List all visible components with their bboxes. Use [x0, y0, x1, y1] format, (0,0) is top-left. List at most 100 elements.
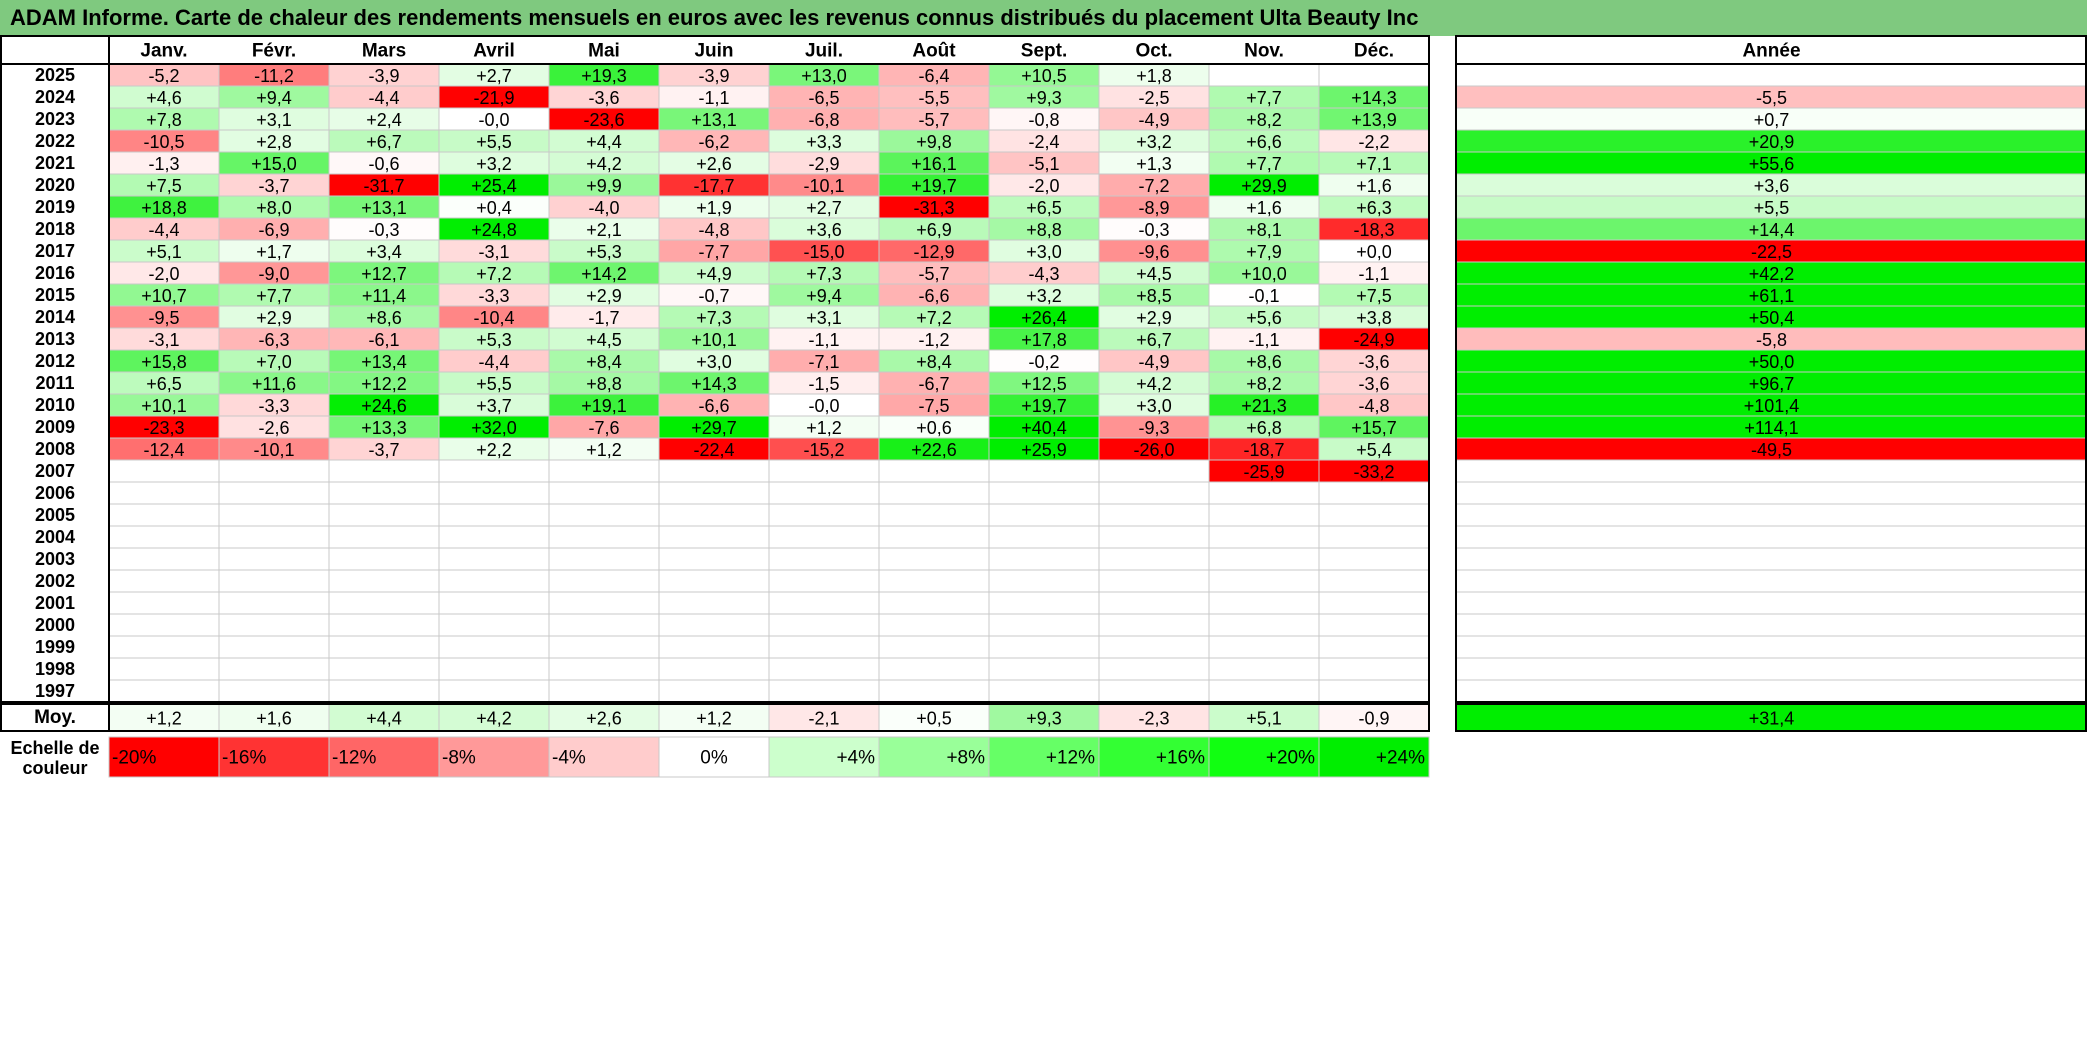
heat-cell-value: -3,3 [258, 396, 289, 416]
heat-cell-value: +6,5 [1026, 198, 1062, 218]
heat-cell-value: +2,4 [366, 110, 402, 130]
heat-cell [1208, 613, 1320, 637]
heat-cell [218, 657, 330, 681]
heat-cell-value: -1,7 [588, 308, 619, 328]
heat-cell [1208, 63, 1320, 87]
heat-cell-value: +24,8 [471, 220, 517, 240]
heat-cell [1318, 63, 1430, 87]
heat-cell-value: +11,6 [252, 374, 296, 394]
heat-cell-value: +14,3 [1351, 88, 1397, 108]
scale-swatch-label: +4% [836, 748, 875, 769]
annual-cell-value: +61,1 [1749, 286, 1795, 306]
heat-cell-value: +4,5 [586, 330, 622, 350]
heat-cell [768, 613, 880, 637]
average-cell [768, 703, 880, 732]
heat-cell-value: +3,2 [1136, 132, 1172, 152]
heat-cell-value: +11,4 [362, 286, 406, 306]
heat-cell [218, 679, 330, 703]
heat-cell-value: -4,4 [478, 352, 509, 372]
heat-cell-value: +16,1 [911, 154, 957, 174]
heat-cell [1098, 657, 1210, 681]
heat-cell-value: +3,4 [366, 242, 402, 262]
average-cell-value: +9,3 [1026, 709, 1062, 729]
heat-cell-value: -3,7 [258, 176, 289, 196]
heat-cell-value: +9,4 [806, 286, 842, 306]
average-cell-value: +1,2 [696, 709, 732, 729]
average-cell-value: +4,2 [476, 709, 512, 729]
heat-cell-value: +1,6 [1246, 198, 1282, 218]
heat-cell [1208, 657, 1320, 681]
row-year-label: 2011 [35, 373, 74, 393]
average-cell-value: -2,3 [1138, 709, 1169, 729]
heat-cell-value: +8,4 [916, 352, 952, 372]
heat-cell-value: +1,2 [586, 440, 622, 460]
heat-cell [768, 547, 880, 571]
average-cell-value: +1,6 [256, 709, 292, 729]
heat-cell-value: -23,6 [583, 110, 624, 130]
heat-cell-value: -12,4 [143, 440, 184, 460]
heat-cell [988, 635, 1100, 659]
heat-cell-value: -4,3 [1028, 264, 1059, 284]
heat-cell-value: -0,0 [478, 110, 509, 130]
heat-cell [1208, 591, 1320, 615]
heat-cell [768, 481, 880, 505]
heat-cell [658, 635, 770, 659]
heat-cell-value: +3,6 [806, 220, 842, 240]
heat-cell-value: +4,4 [586, 132, 622, 152]
annual-cell [1455, 547, 2087, 571]
heat-cell-value: +4,6 [146, 88, 182, 108]
row-year-label: 1997 [35, 681, 75, 701]
heat-cell [328, 635, 440, 659]
heat-cell-value: +6,7 [1136, 330, 1172, 350]
heat-cell-value: -4,9 [1138, 352, 1169, 372]
scale-swatch [1098, 736, 1210, 778]
heat-cell [108, 525, 220, 549]
heat-cell-value: -23,3 [143, 418, 184, 438]
heat-cell-value: +3,1 [256, 110, 292, 130]
heat-cell-value: +2,9 [1136, 308, 1172, 328]
row-year-label: 2017 [35, 241, 75, 261]
row-year-label: 2016 [35, 263, 75, 283]
heat-cell-value: +17,8 [1021, 330, 1067, 350]
heat-cell-value: +5,3 [586, 242, 622, 262]
heat-cell [1098, 679, 1210, 703]
scale-swatch [1318, 736, 1430, 778]
heat-cell-value: -2,0 [1028, 176, 1059, 196]
row-year-label: 2002 [35, 571, 75, 591]
heat-cell-value: +7,5 [1356, 286, 1392, 306]
annual-cell-value: +0,7 [1754, 110, 1790, 130]
heat-cell [548, 547, 660, 571]
heat-cell [878, 679, 990, 703]
annual-cell [1455, 481, 2087, 505]
heat-cell [548, 525, 660, 549]
heat-cell-value: +6,5 [146, 374, 182, 394]
heat-cell [878, 459, 990, 483]
heat-cell-value: -0,2 [1028, 352, 1059, 372]
heat-cell [658, 547, 770, 571]
heat-cell-value: +3,2 [1026, 286, 1062, 306]
heat-cell-value: -6,4 [918, 66, 949, 86]
heat-cell-value: -3,9 [368, 66, 399, 86]
heat-cell [658, 525, 770, 549]
heat-cell-value: +19,1 [581, 396, 627, 416]
row-year-label: 2005 [35, 505, 75, 525]
average-annual-frame [1455, 703, 2087, 732]
heat-cell-value: +10,7 [141, 286, 187, 306]
scale-swatch-label: -8% [442, 748, 476, 769]
heat-cell [218, 569, 330, 593]
heat-cell-value: +8,8 [1026, 220, 1062, 240]
row-year-label: 2004 [35, 527, 75, 547]
scale-label-line-1: Echelle de [10, 738, 99, 758]
heat-cell-value: +3,8 [1356, 308, 1392, 328]
heat-cell [1098, 613, 1210, 637]
scale-swatch [988, 736, 1100, 778]
scale-swatch [108, 736, 220, 778]
average-cell [328, 703, 440, 732]
heat-cell-value: +7,9 [1246, 242, 1282, 262]
scale-swatch-label: +8% [946, 748, 985, 769]
heat-cell-value: +7,7 [1246, 154, 1282, 174]
heat-cell-value: -0,8 [1028, 110, 1059, 130]
scale-swatch [438, 736, 550, 778]
heat-cell-value: -7,1 [808, 352, 839, 372]
heat-cell [218, 591, 330, 615]
